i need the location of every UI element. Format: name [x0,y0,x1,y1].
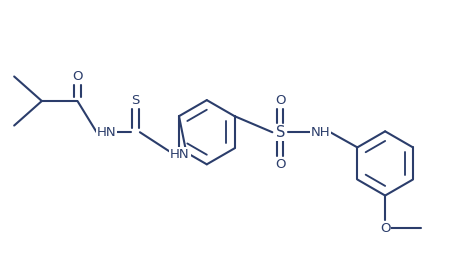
Text: S: S [131,94,139,107]
Text: HN: HN [97,126,116,139]
Text: NH: NH [311,126,330,139]
Text: O: O [275,158,286,171]
Text: O: O [275,94,286,107]
Text: HN: HN [170,148,190,161]
Text: O: O [380,222,390,235]
Text: S: S [276,125,285,140]
Text: O: O [72,70,83,83]
